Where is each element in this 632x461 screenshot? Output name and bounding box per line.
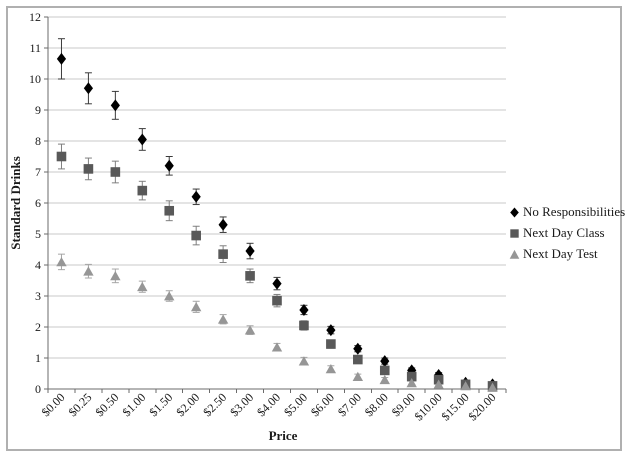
- data-point-no-responsibilities: [83, 82, 94, 95]
- y-tick-label: 3: [35, 289, 41, 303]
- data-point-next-day-test: [56, 257, 67, 267]
- data-point-next-day-test: [379, 374, 390, 385]
- data-point-next-day-class: [272, 295, 282, 306]
- triangle-icon: [509, 249, 520, 259]
- data-point-next-day-class: [406, 371, 417, 382]
- legend-item-no-responsibilities: No Responsibilities: [509, 204, 625, 220]
- y-tick-label: 0: [35, 382, 41, 396]
- x-tick-label: $2.00: [173, 390, 202, 419]
- legend: No Responsibilities Next Day Class Next …: [509, 204, 625, 262]
- x-tick-label: $0.25: [66, 390, 95, 419]
- data-point-next-day-test: [487, 382, 498, 392]
- y-tick-label: 12: [29, 10, 41, 24]
- data-point-next-day-class: [110, 167, 121, 177]
- data-point-next-day-class: [326, 339, 336, 349]
- data-point-no-responsibilities: [164, 159, 174, 172]
- x-tick-label: $15.00: [438, 390, 471, 423]
- x-tick-label: $3.00: [227, 390, 256, 419]
- x-tick-label: $5.00: [281, 390, 310, 419]
- data-point-next-day-test: [433, 379, 444, 389]
- y-tick-label: 7: [35, 165, 41, 179]
- data-point-next-day-test: [190, 302, 202, 312]
- data-point-no-responsibilities: [299, 303, 309, 316]
- x-tick-label: $4.00: [254, 390, 283, 419]
- data-point-next-day-test: [406, 378, 417, 388]
- x-tick-label: $6.00: [308, 390, 337, 419]
- diamond-icon: [510, 207, 519, 217]
- x-tick-label: $20.00: [465, 390, 498, 423]
- y-tick-label: 8: [35, 134, 41, 148]
- data-point-next-day-test: [352, 371, 364, 381]
- y-tick-label: 1: [35, 351, 41, 365]
- data-point-next-day-test: [460, 381, 471, 391]
- data-point-next-day-test: [137, 281, 148, 292]
- data-point-no-responsibilities: [380, 355, 390, 368]
- data-point-no-responsibilities: [137, 133, 147, 146]
- data-point-next-day-class: [245, 271, 255, 281]
- data-point-no-responsibilities: [110, 99, 120, 112]
- data-point-next-day-class: [56, 151, 67, 162]
- x-tick-label: $10.00: [412, 390, 445, 423]
- data-point-next-day-class: [353, 354, 363, 365]
- x-tick-label: $7.00: [335, 390, 364, 419]
- y-tick-label: 11: [29, 41, 41, 55]
- data-point-no-responsibilities: [56, 52, 67, 65]
- data-point-next-day-class: [164, 205, 175, 216]
- data-point-next-day-class: [137, 185, 148, 196]
- data-point-no-responsibilities: [326, 324, 336, 337]
- data-point-next-day-test: [325, 364, 337, 374]
- legend-label: Next Day Test: [523, 246, 598, 261]
- data-point-next-day-class: [218, 249, 228, 259]
- data-point-next-day-test: [110, 271, 121, 281]
- data-point-next-day-test: [217, 314, 229, 324]
- legend-item-next-day-class: Next Day Class: [509, 225, 625, 241]
- data-point-next-day-class: [379, 365, 390, 376]
- y-tick-label: 10: [29, 72, 41, 86]
- data-point-no-responsibilities: [191, 190, 201, 203]
- legend-label: Next Day Class: [523, 225, 605, 240]
- x-tick-label: $2.50: [200, 390, 229, 419]
- legend-label: No Responsibilities: [523, 204, 626, 219]
- x-tick-label: $0.50: [92, 390, 121, 419]
- data-point-no-responsibilities: [245, 245, 255, 258]
- y-tick-label: 6: [35, 196, 41, 210]
- x-tick-label: $1.00: [119, 390, 148, 419]
- x-tick-label: $1.50: [146, 390, 175, 419]
- data-point-next-day-test: [271, 342, 283, 352]
- data-point-no-responsibilities: [353, 342, 363, 355]
- data-point-no-responsibilities: [218, 218, 228, 231]
- data-point-no-responsibilities: [407, 364, 417, 377]
- data-point-next-day-test: [164, 291, 175, 301]
- x-tick-label: $0.00: [39, 390, 68, 419]
- data-point-next-day-test: [244, 325, 256, 335]
- data-point-next-day-test: [83, 266, 94, 276]
- y-tick-label: 5: [35, 227, 41, 241]
- y-axis-title: Standard Drinks: [8, 156, 23, 250]
- data-point-next-day-class: [299, 320, 309, 331]
- data-point-next-day-class: [83, 164, 94, 174]
- y-tick-label: 2: [35, 320, 41, 334]
- x-axis-title: Price: [269, 428, 298, 443]
- y-tick-label: 4: [35, 258, 41, 272]
- data-point-next-day-test: [298, 356, 310, 366]
- legend-item-next-day-test: Next Day Test: [509, 246, 625, 262]
- square-icon: [510, 228, 519, 238]
- data-point-next-day-class: [191, 230, 201, 241]
- data-point-no-responsibilities: [272, 277, 282, 290]
- x-tick-label: $8.00: [362, 390, 391, 419]
- y-tick-label: 9: [35, 103, 41, 117]
- figure-frame: [6, 6, 622, 451]
